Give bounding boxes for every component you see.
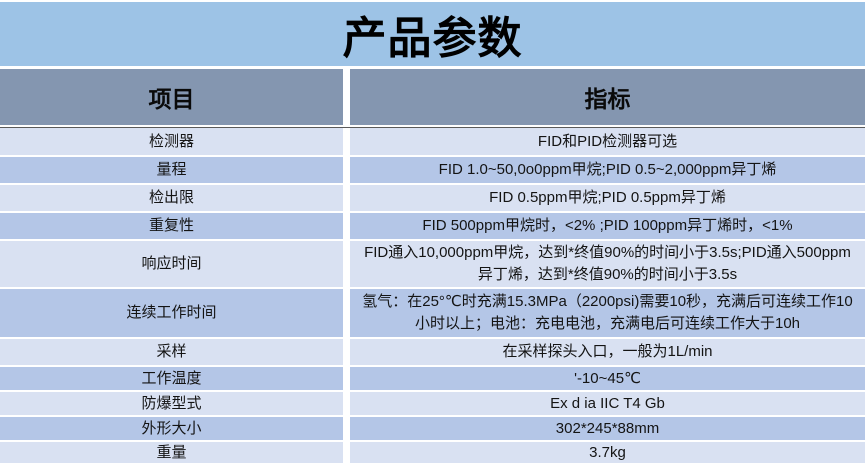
row-spec-value: '-10~45℃	[350, 367, 865, 390]
row-item-label: 检出限	[0, 185, 343, 211]
table-row: 连续工作时间 氢气：在25°℃时充满15.3MPa（2200psi)需要10秒，…	[0, 289, 865, 337]
row-spec-value: FID通入10,000ppm甲烷，达到*终值90%的时间小于3.5s;PID通入…	[350, 241, 865, 287]
table-row: 检测器 FID和PID检测器可选	[0, 127, 865, 155]
row-spec-value: FID和PID检测器可选	[350, 128, 865, 155]
table-row: 采样 在采样探头入口，一般为1L/min	[0, 339, 865, 365]
row-item-label: 连续工作时间	[0, 289, 343, 337]
table-row: 检出限 FID 0.5ppm甲烷;PID 0.5ppm异丁烯	[0, 185, 865, 211]
row-spec-value: 氢气：在25°℃时充满15.3MPa（2200psi)需要10秒，充满后可连续工…	[350, 289, 865, 337]
table-row: 防爆型式 Ex d ia IIC T4 Gb	[0, 392, 865, 415]
row-spec-value: Ex d ia IIC T4 Gb	[350, 392, 865, 415]
row-item-label: 量程	[0, 157, 343, 183]
row-item-label: 工作温度	[0, 367, 343, 390]
page-title: 产品参数	[0, 2, 865, 66]
row-spec-value: 302*245*88mm	[350, 417, 865, 440]
row-item-label: 重量	[0, 442, 343, 463]
table-row: 重复性 FID 500ppm甲烷时，<2% ;PID 100ppm异丁烯时，<1…	[0, 213, 865, 239]
row-item-label: 检测器	[0, 128, 343, 155]
column-header-spec: 指标	[350, 69, 865, 125]
table-body: 检测器 FID和PID检测器可选 量程 FID 1.0~50,0o0ppm甲烷;…	[0, 127, 865, 463]
table-row: 重量 3.7kg	[0, 442, 865, 463]
row-item-label: 重复性	[0, 213, 343, 239]
column-header-item: 项目	[0, 69, 343, 125]
table-row: 响应时间 FID通入10,000ppm甲烷，达到*终值90%的时间小于3.5s;…	[0, 241, 865, 287]
row-spec-value: FID 1.0~50,0o0ppm甲烷;PID 0.5~2,000ppm异丁烯	[350, 157, 865, 183]
table-header-row: 项目 指标	[0, 69, 865, 125]
table-row: 工作温度 '-10~45℃	[0, 367, 865, 390]
table-row: 量程 FID 1.0~50,0o0ppm甲烷;PID 0.5~2,000ppm异…	[0, 157, 865, 183]
row-spec-value: 3.7kg	[350, 442, 865, 463]
row-item-label: 防爆型式	[0, 392, 343, 415]
spec-table: 项目 指标 检测器 FID和PID检测器可选 量程 FID 1.0~50,0o0…	[0, 69, 865, 463]
table-row: 外形大小 302*245*88mm	[0, 417, 865, 440]
row-spec-value: FID 500ppm甲烷时，<2% ;PID 100ppm异丁烯时，<1%	[350, 213, 865, 239]
row-item-label: 响应时间	[0, 241, 343, 287]
row-spec-value: FID 0.5ppm甲烷;PID 0.5ppm异丁烯	[350, 185, 865, 211]
row-spec-value: 在采样探头入口，一般为1L/min	[350, 339, 865, 365]
row-item-label: 采样	[0, 339, 343, 365]
row-item-label: 外形大小	[0, 417, 343, 440]
